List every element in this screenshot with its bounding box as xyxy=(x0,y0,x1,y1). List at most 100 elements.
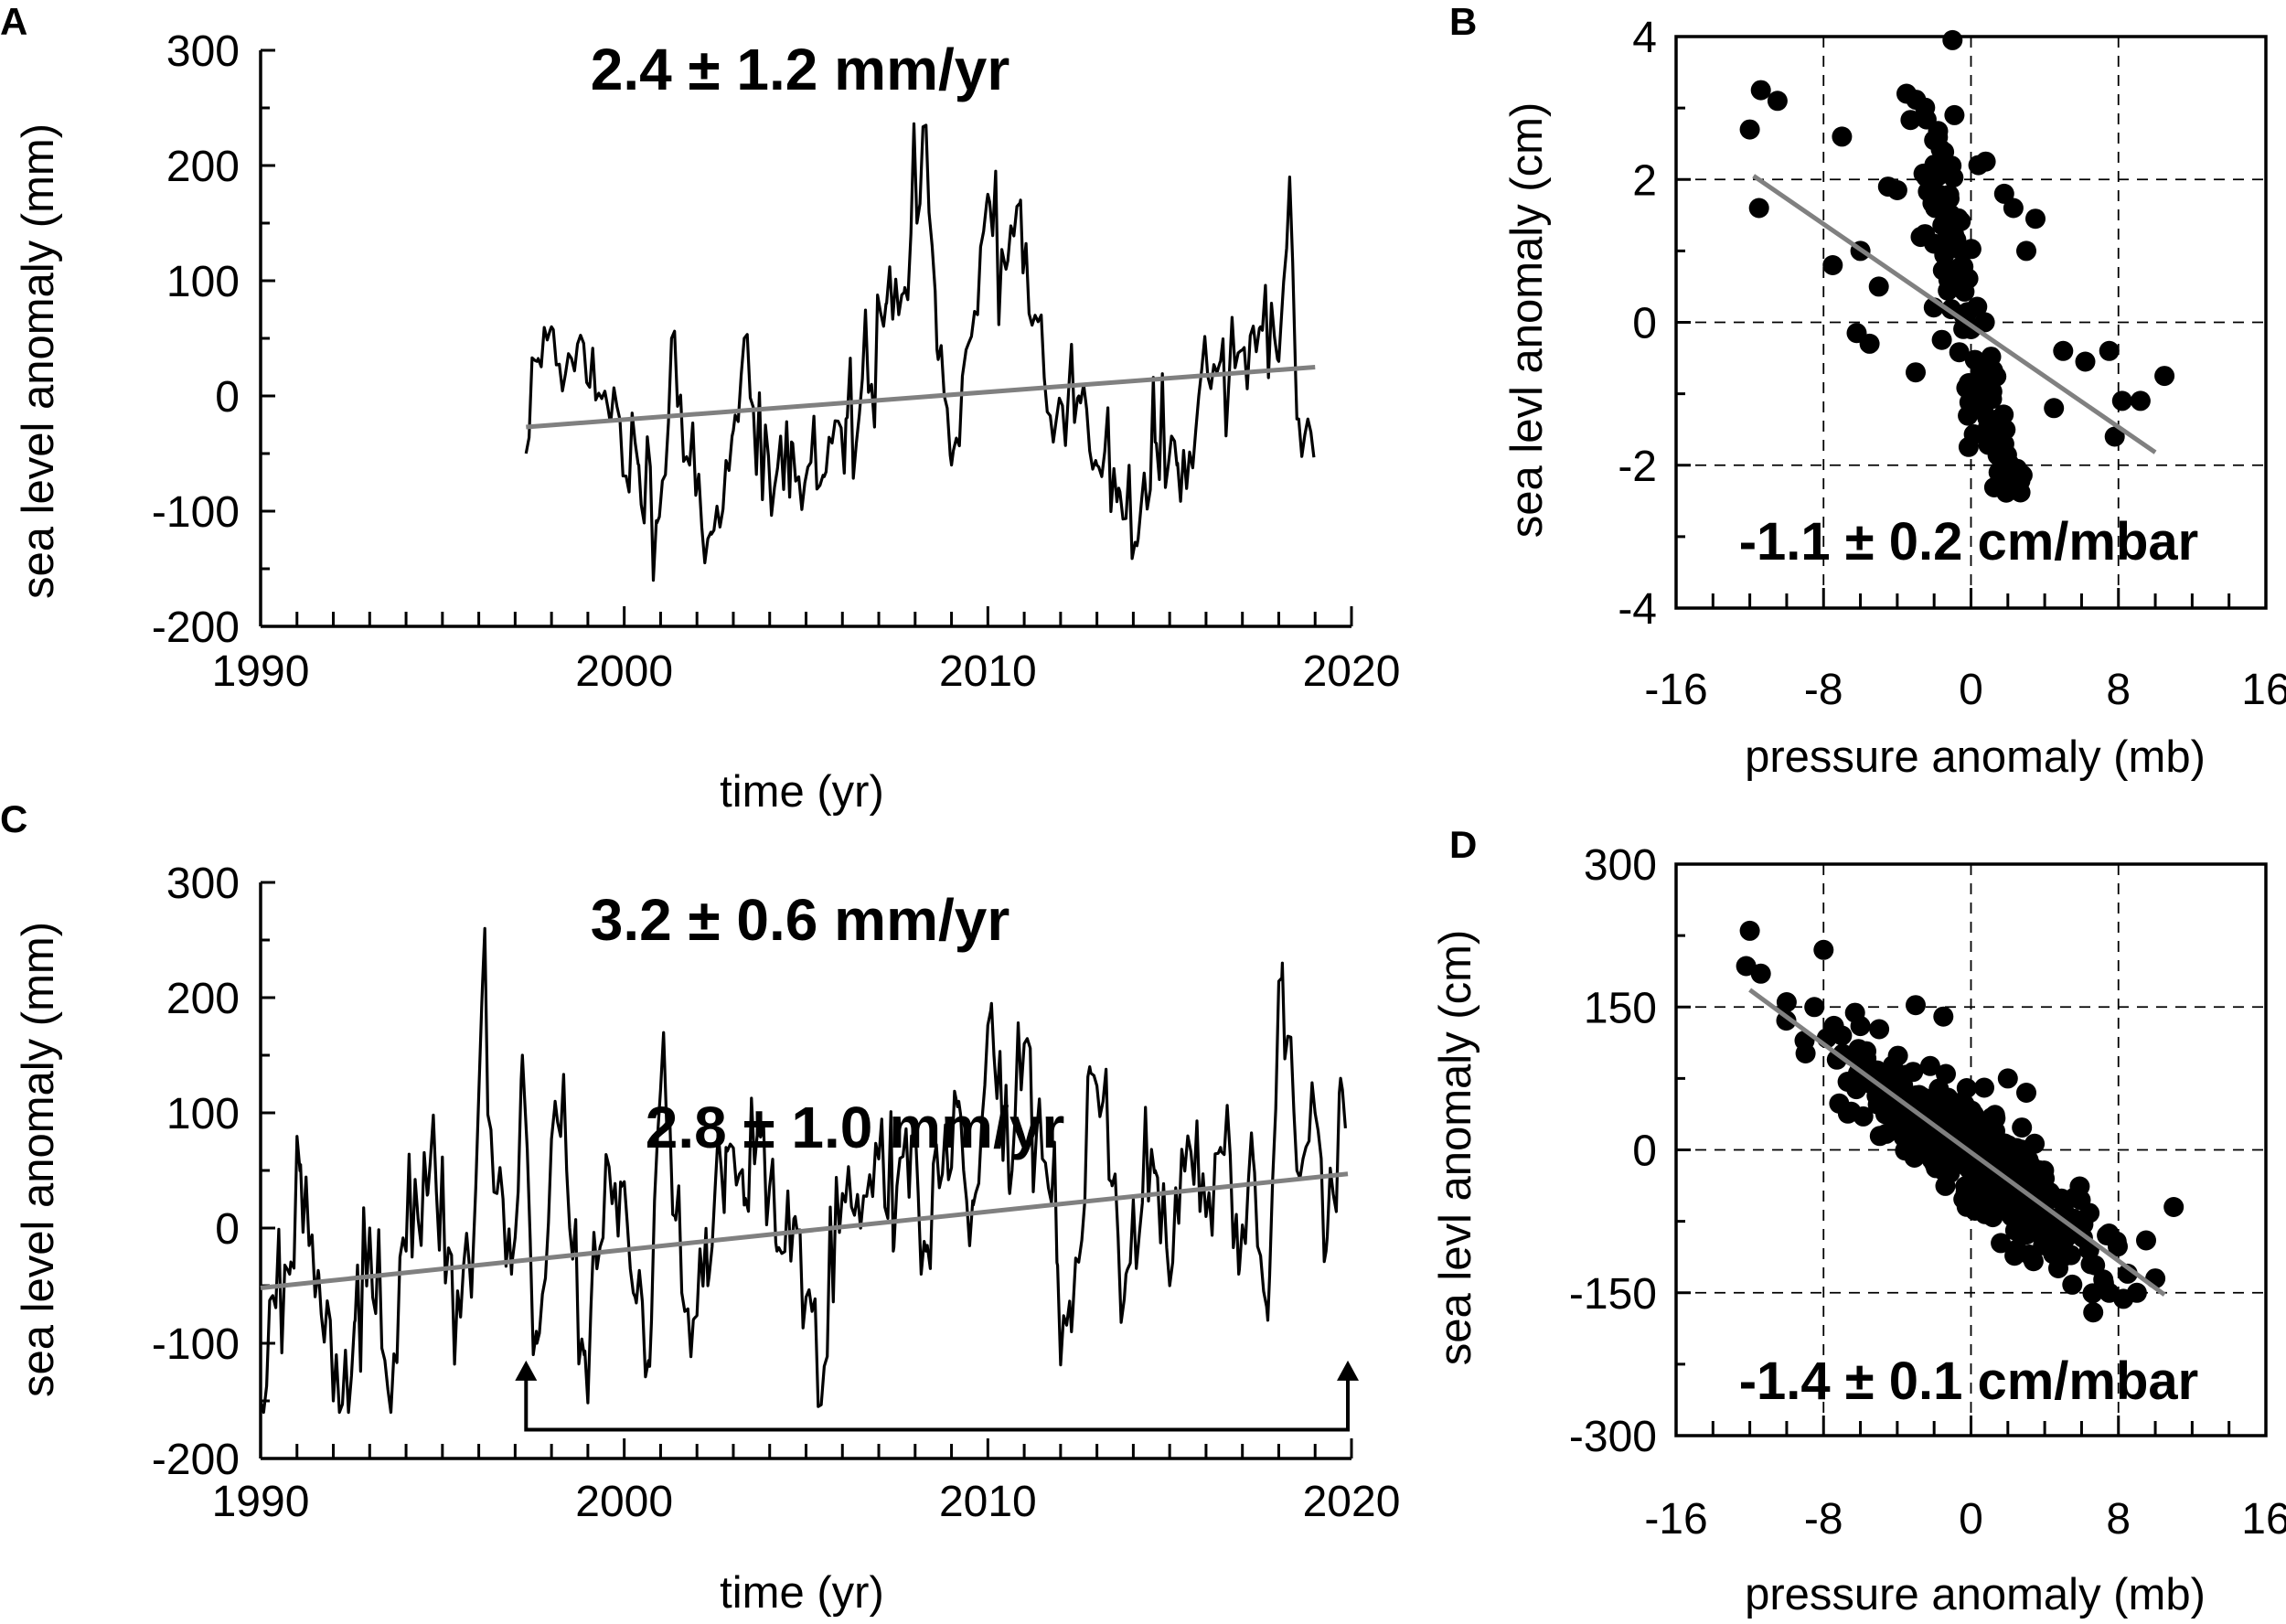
scatter-point xyxy=(1933,1006,1954,1027)
scatter-point xyxy=(2075,351,2096,372)
scatter-point xyxy=(1996,482,2017,503)
scatter-point xyxy=(1919,1055,1940,1076)
panel-a-axes: -200 -100 0 100 200 300 1990 2000 2010 2020 xyxy=(152,27,1400,696)
regression-line xyxy=(1748,988,2166,1297)
scatter-point xyxy=(2093,1273,2114,1294)
scatter-point xyxy=(1844,1002,1865,1023)
panel-a-rate-annotation: 2.4 ± 1.2 mm/yr xyxy=(591,37,1010,102)
scatter-point xyxy=(1942,29,1963,50)
scatter-point xyxy=(1739,119,1760,140)
scatter-point xyxy=(2006,1138,2027,1159)
scatter-point xyxy=(1906,362,1926,383)
scatter-point xyxy=(1994,440,2014,461)
scatter-point xyxy=(2069,1176,2090,1197)
scatter-point xyxy=(1974,1077,1994,1098)
scatter-point xyxy=(1949,342,1970,363)
panel-c-subperiod-annotation: 2.8 ± 1.0 mm/yr xyxy=(646,1095,1065,1160)
scatter-point xyxy=(2010,470,2031,491)
panel-d-axes: -300 -150 0 150 300 -16 -8 0 8 16 xyxy=(1569,841,2286,1544)
scatter-point xyxy=(2016,1083,2036,1103)
x-tick-label: -16 xyxy=(1644,1495,1707,1544)
x-tick-label: 1990 xyxy=(212,1478,310,1526)
scatter-point xyxy=(1995,461,2016,482)
scatter-point xyxy=(2044,398,2065,419)
scatter-point xyxy=(1900,110,1921,131)
scatter-point xyxy=(2113,1288,2134,1309)
panel-b-y-axis-title: sea levl anomaly (cm) xyxy=(1502,102,1552,539)
panel-c-rate-annotation: 3.2 ± 0.6 mm/yr xyxy=(591,887,1010,953)
x-tick-label: 1990 xyxy=(212,647,310,696)
x-tick-label: 0 xyxy=(1959,1495,1983,1544)
scatter-point xyxy=(1853,1106,1874,1127)
scatter-point xyxy=(2083,1302,2104,1323)
scatter-point xyxy=(1750,80,1771,101)
scatter-point xyxy=(1917,181,1939,202)
scatter-point xyxy=(1964,396,1985,417)
scatter-point xyxy=(1943,167,1964,188)
panel-c-x-axis-title: time (yr) xyxy=(720,1568,884,1618)
panel-d: D -300 -150 0 150 300 -16 -8 0 8 16 -1.4 ± 0.1 cm… xyxy=(1431,823,2286,1619)
scatter-point xyxy=(1915,1137,1936,1158)
scatter-point xyxy=(1739,920,1760,941)
scatter-point xyxy=(1848,1039,1869,1060)
scatter-point xyxy=(1983,1192,2004,1213)
scatter-point xyxy=(1767,91,1788,112)
bracket-arrow-left xyxy=(515,1360,538,1381)
scatter-point xyxy=(1931,329,1952,350)
x-tick-label: 16 xyxy=(2241,666,2286,714)
scatter-point xyxy=(1832,126,1853,147)
panel-c-y-axis-title: sea level anomaly (mm) xyxy=(14,922,63,1397)
scatter-point xyxy=(1993,183,2014,204)
scatter-point xyxy=(2019,1245,2040,1265)
scatter-point xyxy=(1938,225,1958,246)
scatter-point xyxy=(1944,104,1965,125)
scatter-point xyxy=(1929,1088,1950,1109)
y-tick-label: 200 xyxy=(166,975,240,1023)
panel-a-y-axis-title: sea level anomaly (mm) xyxy=(14,123,63,599)
scatter-point xyxy=(2085,1255,2106,1276)
y-tick-label: 0 xyxy=(1632,300,1657,348)
scatter-point xyxy=(1859,333,1880,354)
y-tick-label: 0 xyxy=(215,373,240,422)
scatter-point xyxy=(1966,1188,1987,1209)
scatter-point xyxy=(1934,142,1955,163)
scatter-point xyxy=(1915,97,1936,118)
panel-a-x-axis-title: time (yr) xyxy=(720,767,884,817)
scatter-point xyxy=(1826,1049,1847,1070)
panel-d-slope-annotation: -1.4 ± 0.1 cm/mbar xyxy=(1739,1352,2199,1411)
y-tick-label: 300 xyxy=(166,27,240,76)
x-tick-label: -8 xyxy=(1804,666,1843,714)
scatter-point xyxy=(1795,1043,1816,1063)
scatter-point xyxy=(1951,1092,1972,1113)
scatter-point xyxy=(1804,997,1825,1018)
y-tick-label: -200 xyxy=(152,604,240,652)
x-tick-label: 2020 xyxy=(1303,647,1401,696)
panel-c: C -200 -100 0 100 200 300 1990 2000 2010 2020 3.2… xyxy=(0,797,1400,1618)
scatter-point xyxy=(2016,240,2036,262)
trend-line xyxy=(526,365,1316,430)
scatter-point xyxy=(1949,258,1970,279)
x-tick-label: 8 xyxy=(2106,1495,2131,1544)
y-tick-label: -100 xyxy=(152,1320,240,1369)
sea-level-series-line xyxy=(524,122,1316,582)
x-tick-label: 0 xyxy=(1959,666,1983,714)
scatter-point xyxy=(1938,280,1959,301)
scatter-point xyxy=(2106,1231,2127,1252)
scatter-point xyxy=(1875,1123,1896,1144)
panel-d-x-axis-title: pressure anomaly (mb) xyxy=(1745,1570,2206,1619)
x-tick-label: -8 xyxy=(1804,1495,1843,1544)
scatter-point xyxy=(1869,1019,1890,1040)
panel-d-series xyxy=(1736,920,2185,1323)
scatter-point xyxy=(2130,390,2151,411)
scatter-point xyxy=(1934,244,1955,265)
y-tick-label: 100 xyxy=(166,1090,240,1138)
regression-line xyxy=(1752,174,2157,454)
y-tick-label: 100 xyxy=(166,258,240,306)
x-tick-label: 2010 xyxy=(939,1478,1037,1526)
x-tick-label: -16 xyxy=(1644,666,1707,714)
scatter-point xyxy=(2021,1208,2042,1229)
scatter-point xyxy=(1934,1161,1955,1182)
scatter-point xyxy=(1829,1093,1850,1114)
scatter-point xyxy=(1881,1098,1902,1119)
